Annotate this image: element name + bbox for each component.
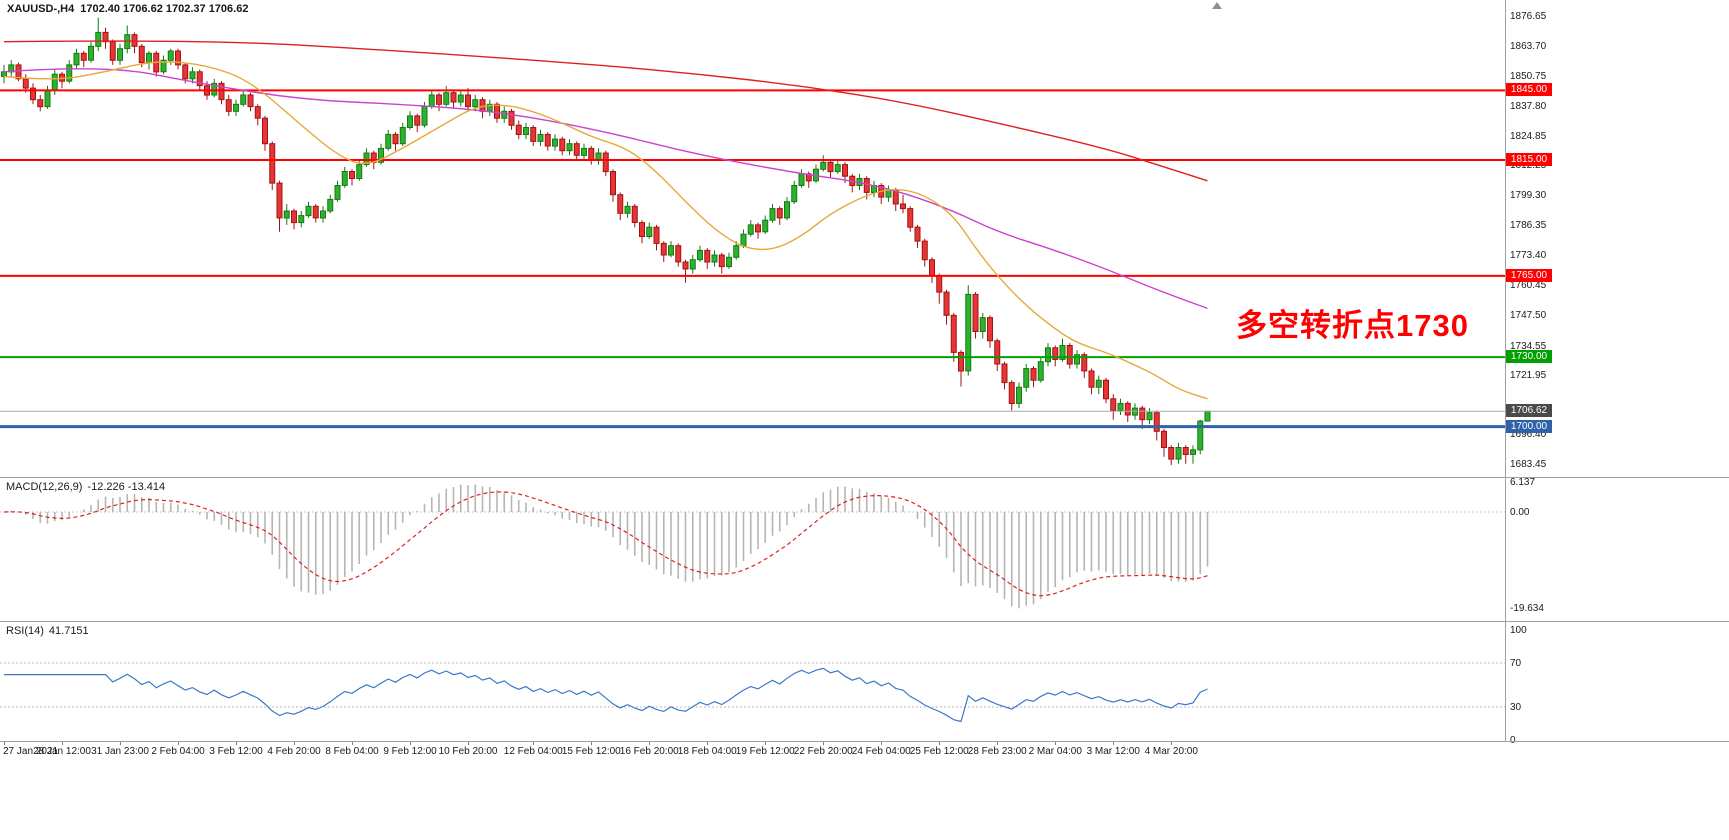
- macd-values: -12.226 -13.414: [87, 481, 166, 493]
- time-tick-mark: [939, 742, 941, 745]
- time-tick-label: 27 Jan 2021: [3, 746, 59, 757]
- time-tick-label: 4 Feb 20:00: [267, 746, 321, 757]
- price-tick-label: 1799.30: [1510, 190, 1547, 202]
- time-tick-mark: [120, 742, 121, 745]
- time-tick-label: 16 Feb 20:00: [619, 746, 679, 757]
- macd-indicator-label: MACD(12,26,9) -12.226 -13.414: [6, 481, 165, 493]
- time-tick-mark: [410, 742, 411, 745]
- time-tick-label: 9 Feb 12:00: [383, 746, 437, 757]
- price-tick-label: 1786.35: [1510, 220, 1547, 232]
- time-tick-mark: [178, 742, 179, 745]
- rsi-value: 41.7151: [48, 625, 89, 637]
- time-axis[interactable]: 27 Jan 2021 28 Jan 12:00 31 Jan 23:00 2 Feb…: [0, 742, 1729, 766]
- rsi-axis[interactable]: 100 70 30 0: [1505, 622, 1729, 746]
- symbol-period-label: XAUUSD-,H4: [7, 3, 75, 15]
- rsi-line: [4, 667, 1208, 723]
- rsi-indicator-label: RSI(14) 41.7151: [6, 625, 89, 637]
- time-tick-label: 3 Feb 12:00: [209, 746, 263, 757]
- rsi-tick-label: 100: [1510, 625, 1527, 636]
- price-badge-1700.00: 1700.00: [1506, 419, 1552, 433]
- macd-axis[interactable]: 6.137 0.00 -19.634: [1505, 477, 1729, 622]
- price-badge-1815.00: 1815.00: [1506, 152, 1552, 166]
- time-tick-label: 24 Feb 04:00: [851, 746, 911, 757]
- time-tick-label: 8 Feb 04:00: [325, 746, 379, 757]
- macd-tick-label: 6.137: [1510, 477, 1536, 489]
- time-tick-label: 12 Feb 04:00: [503, 746, 563, 757]
- price-tick-label: 1721.95: [1510, 369, 1547, 381]
- ma-medium-magenta: [3, 68, 1208, 310]
- main-price-chart[interactable]: [0, 0, 1505, 478]
- ohlc-values: 1702.40 1706.62 1702.37 1706.62: [80, 3, 249, 15]
- time-tick-mark: [997, 742, 999, 745]
- time-tick-label: 28 Feb 23:00: [967, 746, 1027, 757]
- time-tick-mark: [236, 742, 237, 745]
- time-tick-mark: [533, 742, 535, 745]
- chart-shift-marker-icon[interactable]: [1212, 2, 1222, 9]
- panel-resize-handle[interactable]: [0, 477, 1729, 478]
- time-tick-label: 19 Feb 12:00: [735, 746, 795, 757]
- time-tick-label: 15 Feb 12:00: [561, 746, 621, 757]
- price-tick-label: 1760.45: [1510, 280, 1547, 292]
- time-tick-label: 3 Mar 12:00: [1086, 746, 1140, 757]
- macd-name: MACD(12,26,9): [6, 481, 83, 493]
- price-tick-label: 1696.40: [1510, 428, 1547, 440]
- chart-ohlc-readout: XAUUSD-,H4 1702.40 1706.62 1702.37 1706.6…: [7, 3, 248, 15]
- price-tick-label: 1747.50: [1510, 310, 1547, 322]
- axis-separator: [1505, 0, 1506, 742]
- time-tick-label: 18 Feb 04:00: [677, 746, 737, 757]
- time-tick-label: 2 Mar 04:00: [1028, 746, 1082, 757]
- time-tick-mark: [4, 742, 5, 745]
- annotation-text[interactable]: 多空转折点1730: [1236, 308, 1469, 343]
- price-tick-label: 1850.75: [1510, 71, 1547, 83]
- macd-panel[interactable]: [0, 478, 1505, 622]
- rsi-tick-label: 70: [1510, 658, 1522, 669]
- macd-tick-label: -19.634: [1510, 602, 1544, 614]
- price-axis[interactable]: 1876.651863.701850.751837.801824.851812.…: [1505, 0, 1729, 478]
- price-tick-label: 1876.65: [1510, 11, 1547, 22]
- ma-slow-red: [3, 40, 1208, 182]
- time-tick-mark: [352, 742, 353, 745]
- price-tick-label: 1824.85: [1510, 131, 1547, 143]
- price-badge-1706.62: 1706.62: [1506, 404, 1552, 418]
- time-tick-mark: [707, 742, 709, 745]
- time-tick-label: 25 Feb 12:00: [909, 746, 969, 757]
- price-tick-label: 1863.70: [1510, 41, 1547, 53]
- time-tick-mark: [468, 742, 469, 745]
- time-tick-mark: [62, 742, 63, 745]
- rsi-panel[interactable]: [0, 622, 1505, 742]
- price-badge-1845.00: 1845.00: [1506, 83, 1552, 97]
- time-tick-mark: [1171, 742, 1173, 745]
- time-tick-mark: [294, 742, 295, 745]
- macd-signal-line: [3, 491, 1208, 597]
- time-tick-mark: [591, 742, 593, 745]
- panel-resize-handle[interactable]: [0, 741, 1729, 742]
- time-tick-mark: [649, 742, 651, 745]
- price-tick-label: 1734.55: [1510, 340, 1547, 352]
- time-tick-label: 2 Feb 04:00: [151, 746, 205, 757]
- time-tick-label: 4 Mar 20:00: [1144, 746, 1198, 757]
- macd-histogram: [10, 484, 1209, 609]
- time-tick-mark: [823, 742, 825, 745]
- price-tick-label: 1773.40: [1510, 250, 1547, 262]
- ma-fast-orange: [3, 61, 1208, 400]
- macd-tick-label: 0.00: [1510, 507, 1530, 518]
- rsi-name: RSI(14): [6, 625, 44, 637]
- time-tick-mark: [881, 742, 883, 745]
- time-tick-label: 28 Jan 12:00: [33, 746, 91, 757]
- time-tick-label: 31 Jan 23:00: [91, 746, 149, 757]
- price-tick-label: 1837.80: [1510, 101, 1547, 113]
- rsi-tick-label: 0: [1510, 735, 1516, 746]
- time-tick-mark: [1055, 742, 1057, 745]
- price-badge-1730.00: 1730.00: [1506, 350, 1552, 364]
- price-badge-1765.00: 1765.00: [1506, 268, 1552, 282]
- time-tick-label: 10 Feb 20:00: [438, 746, 498, 757]
- time-tick-mark: [765, 742, 767, 745]
- rsi-tick-label: 30: [1510, 702, 1522, 713]
- time-tick-label: 22 Feb 20:00: [793, 746, 853, 757]
- panel-resize-handle[interactable]: [0, 621, 1729, 622]
- time-tick-mark: [1113, 742, 1115, 745]
- price-tick-label: 1683.45: [1510, 458, 1547, 470]
